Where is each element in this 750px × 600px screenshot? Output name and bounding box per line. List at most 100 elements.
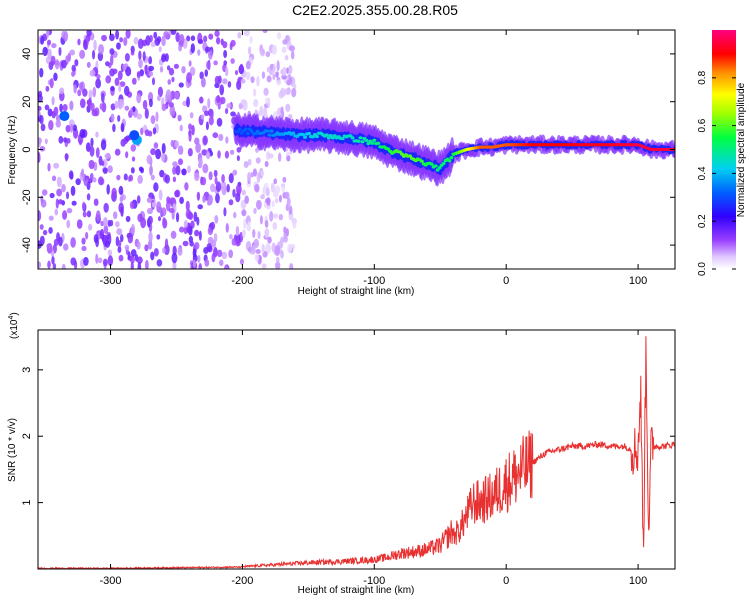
spectrogram-ridge-core — [433, 164, 438, 168]
spectrogram-noise-blob — [99, 228, 105, 240]
spectrogram-noise-blob — [203, 35, 208, 43]
colorbar-tick-label: 0.4 — [697, 166, 708, 180]
spectrogram-noise-blob — [205, 121, 209, 131]
spectrogram-noise-blob — [109, 219, 114, 227]
spectrogram-noise-blob — [111, 187, 117, 199]
spectrogram-noise-blob — [57, 199, 64, 205]
snr-x-tick-label: 100 — [629, 575, 647, 587]
spectrogram-noise-blob — [53, 238, 59, 246]
spectrogram-y-axis-label: Frequency (Hz) — [7, 116, 18, 185]
spectrogram-noise-blob — [237, 32, 242, 39]
spectrogram-noise-blob — [123, 36, 128, 46]
spectrogram-noise-blob — [102, 258, 108, 267]
spectrogram-ridge-core — [356, 139, 361, 143]
snr-x-tick-label: -100 — [363, 575, 385, 587]
spectrogram-noise-blob — [267, 153, 274, 159]
spectrogram-noise-blob — [125, 30, 131, 39]
spectrogram-noise-blob — [160, 207, 167, 217]
spectrogram-noise-blob — [38, 137, 42, 144]
spectrogram-noise-blob — [38, 110, 41, 118]
spectrogram-noise-blob — [120, 122, 125, 133]
spectrogram-noise-blob — [106, 184, 110, 195]
spectrogram-noise-blob — [163, 31, 170, 38]
spectrogram-noise-blob — [273, 178, 278, 185]
spectrogram-noise-blob — [132, 105, 136, 113]
spectrogram-noise-blob — [199, 71, 204, 80]
spectrogram-noise-blob — [56, 188, 63, 197]
spectrogram-noise-blob — [147, 207, 152, 214]
spectrogram-noise-blob — [89, 69, 96, 77]
spectrogram-noise-blob — [220, 96, 226, 105]
spectrogram-ridge-core — [265, 129, 270, 133]
snr-y-multiplier: (x104) — [8, 312, 20, 339]
spectrogram-noise-blob — [209, 183, 216, 193]
spectrogram-noise-blob — [58, 236, 63, 247]
spectrogram-noise-blob — [196, 216, 200, 226]
spectrogram-noise-blob — [153, 142, 159, 149]
spectrogram-noise-blob — [114, 100, 119, 109]
spectrogram-noise-blob — [82, 201, 86, 211]
spectrogram-noise-blob — [204, 69, 209, 77]
spectrogram-noise-blob — [278, 194, 282, 203]
spectrogram-noise-blob — [103, 217, 108, 227]
spectrogram-noise-blob — [157, 95, 161, 102]
spectrogram-noise-blob — [194, 172, 200, 182]
spectrogram-noise-blob — [190, 43, 196, 54]
spectrogram-noise-blob — [222, 78, 228, 85]
spectrogram-noise-blob — [229, 233, 233, 240]
spectrogram-ridge-core — [419, 159, 424, 163]
spectrogram-noise-blob — [137, 213, 143, 223]
spectrogram-noise-blob — [257, 231, 261, 239]
spectrogram-noise-blob — [259, 105, 264, 116]
spectrogram-noise-blob — [125, 215, 131, 223]
spectrogram-noise-blob — [50, 55, 56, 65]
spectrogram-noise-blob — [104, 153, 111, 159]
spectrogram-noise-blob — [213, 232, 218, 243]
spectrogram-noise-blob — [188, 212, 194, 220]
spectrogram-noise-layer — [38, 30, 297, 269]
spectrogram-noise-blob — [131, 77, 137, 85]
spectrogram-ridge-core — [364, 138, 369, 142]
spectrogram-noise-blob — [161, 35, 166, 47]
spectrogram-ridge-core — [360, 140, 365, 144]
spectrogram-noise-blob — [184, 182, 189, 191]
spectrogram-noise-blob — [255, 147, 259, 153]
spectrogram-noise-blob — [113, 211, 118, 220]
spectrogram-noise-blob — [207, 98, 211, 109]
spectrogram-noise-blob — [174, 190, 180, 198]
spectrogram-x-tick-label: -100 — [363, 275, 385, 287]
spectrogram-noise-blob — [74, 59, 79, 67]
spectrogram-noise-blob — [245, 71, 251, 81]
spectrogram-noise-blob — [171, 252, 178, 264]
spectrogram-noise-blob — [55, 119, 62, 128]
spectrogram-y-tick-label: 40 — [21, 48, 33, 60]
spectrogram-noise-blob — [271, 200, 275, 208]
spectrogram-noise-blob — [40, 35, 45, 45]
spectrogram-noise-blob — [96, 74, 101, 80]
spectrogram-noise-blob — [48, 226, 53, 234]
spectrogram-noise-blob — [228, 173, 234, 184]
spectrogram-noise-blob — [282, 39, 287, 45]
spectrogram-noise-blob — [136, 71, 141, 78]
spectrogram-noise-blob — [279, 87, 286, 98]
spectrogram-noise-blob — [124, 52, 130, 62]
spectrogram-noise-blob — [82, 88, 88, 97]
spectrogram-noise-blob — [289, 263, 294, 269]
spectrogram-noise-blob — [231, 238, 237, 246]
snr-y-tick-label: 3 — [21, 367, 33, 373]
spectrogram-ridge-core — [386, 147, 391, 151]
spectrogram-noise-blob — [229, 149, 235, 155]
spectrogram-noise-blob — [203, 110, 209, 117]
spectrogram-y-tick-label: 20 — [21, 96, 33, 108]
spectrogram-noise-blob — [116, 174, 121, 181]
spectrogram-noise-blob — [107, 255, 114, 267]
spectrogram-noise-blob — [266, 75, 272, 83]
spectrogram-ridge-core — [370, 141, 375, 145]
spectrogram-noise-blob — [103, 224, 109, 235]
spectrogram-noise-blob — [171, 76, 175, 83]
spectrogram-noise-blob — [251, 245, 256, 255]
spectrogram-noise-blob — [130, 144, 137, 152]
colorbar-ticks: 0.0 0.2 0.4 0.6 0.8 — [697, 70, 736, 276]
spectrogram-noise-blob — [110, 86, 115, 92]
